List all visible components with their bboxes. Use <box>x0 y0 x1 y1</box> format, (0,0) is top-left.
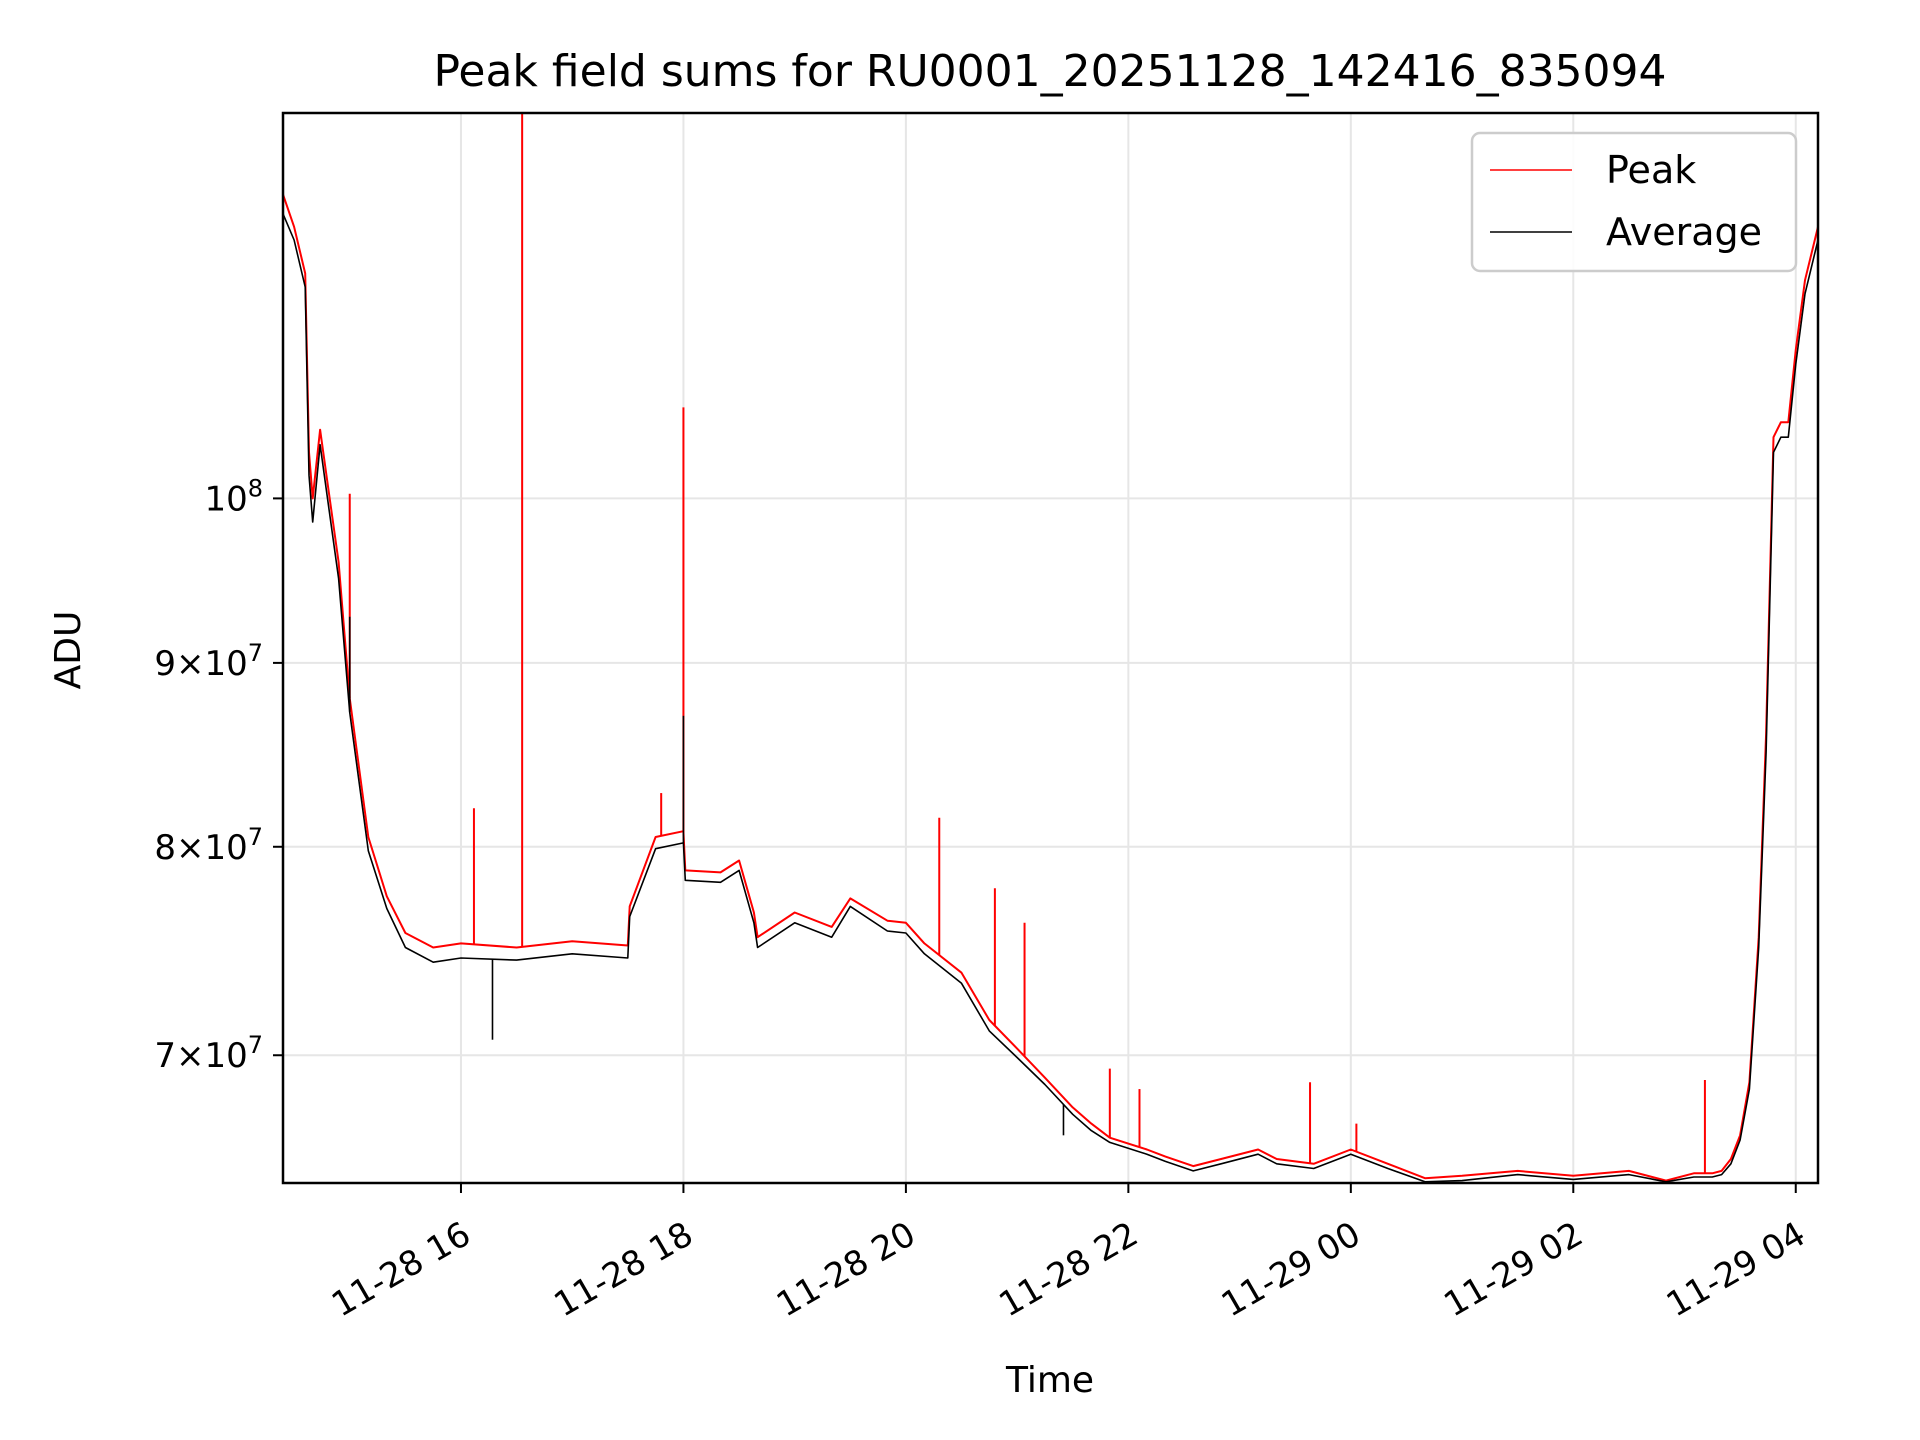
legend: Peak Average <box>1470 131 1798 273</box>
plot-frame <box>281 111 1820 1185</box>
y-tick-label: 7×107 <box>154 1031 263 1076</box>
y-axis-title: ADU <box>48 611 89 690</box>
y-tick-label: 9×107 <box>154 639 263 684</box>
legend-label-peak: Peak <box>1606 148 1696 192</box>
legend-box <box>1470 131 1798 273</box>
y-tick-label: 108 <box>204 474 263 519</box>
legend-label-average: Average <box>1606 210 1762 254</box>
x-axis-title: Time <box>1005 1360 1094 1401</box>
chart-title: Peak field sums for RU0001_20251128_1424… <box>433 46 1666 97</box>
y-tick-label: 8×107 <box>154 823 263 868</box>
plot-series <box>282 113 1819 1183</box>
